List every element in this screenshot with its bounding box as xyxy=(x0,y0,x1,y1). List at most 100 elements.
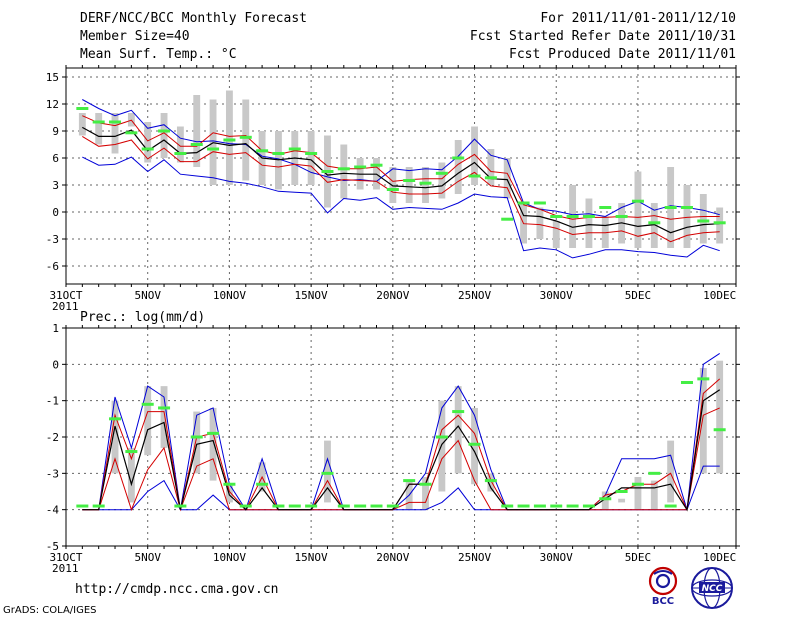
temp-range-box xyxy=(405,167,413,203)
temp-y-tick-label: 0 xyxy=(52,206,59,219)
temp-y-tick-label: -6 xyxy=(46,260,59,273)
prec-x-tick-label: 10NOV xyxy=(213,551,246,564)
prec-range-box xyxy=(144,386,152,456)
prec-range-box xyxy=(471,407,478,485)
prec-range-box xyxy=(618,498,626,503)
temp-line-max xyxy=(82,99,720,218)
temp-range-box xyxy=(225,90,233,185)
temp-range-box xyxy=(683,185,691,248)
bcc-logo-text: BCC xyxy=(652,596,674,606)
prec-range-box xyxy=(487,473,495,492)
prec-range-box xyxy=(422,476,429,510)
prec-panel-title: Prec.: log(mm/d) xyxy=(80,310,205,325)
temp-y-tick-label: 6 xyxy=(52,152,59,165)
ncc-logo: NCC xyxy=(691,567,733,609)
temp-range-box xyxy=(193,95,201,167)
temp-line-min xyxy=(82,156,720,259)
temp-y-tick-label: 15 xyxy=(46,71,59,84)
temp-line-mean xyxy=(82,126,720,234)
forecast-produced-label: Fcst Produced Date 2011/11/01 xyxy=(509,47,736,62)
temp-frame xyxy=(65,67,737,285)
prec-y-tick-label: -5 xyxy=(46,540,59,553)
prec-range-box xyxy=(324,440,331,503)
prec-y-tick-label: -2 xyxy=(46,431,59,444)
temp-line-lower xyxy=(82,135,720,243)
prec-range-box xyxy=(111,400,119,474)
prec-range-box xyxy=(209,407,217,481)
prec-x-tick-label: 30NOV xyxy=(540,551,573,564)
temp-range-box xyxy=(111,113,119,154)
prec-range-box xyxy=(634,476,642,510)
temp-range-box xyxy=(78,113,86,136)
temp-range-box xyxy=(699,194,707,244)
temp-range-box xyxy=(160,113,168,158)
forecast-period-label: For 2011/11/01-2011/12/10 xyxy=(540,11,736,26)
prec-line-lower xyxy=(82,407,720,512)
forecast-chart: -6 -3 0 3 6 9 12 15 31OCT 5NOV 10NOV 15NOV 20NOV 25NO… xyxy=(46,65,740,575)
temp-range-box xyxy=(585,198,593,248)
temp-x-tick-label: 5DEC xyxy=(625,289,652,302)
prec-range-box xyxy=(699,367,707,474)
prec-x-tick-label: 5NOV xyxy=(134,551,161,564)
grads-credit: GrADS: COLA/IGES xyxy=(3,605,97,616)
prec-x-tick-label: 10DEC xyxy=(703,551,736,564)
temp-y-tick-label: 9 xyxy=(52,125,59,138)
temp-y-tick-label: 3 xyxy=(52,179,59,192)
temp-y-tick-label: -3 xyxy=(46,233,59,246)
prec-range-box xyxy=(127,447,135,503)
temp-x-tick-label: 31OCT xyxy=(49,289,82,302)
temp-range-box xyxy=(503,158,511,199)
temp-range-box xyxy=(438,162,446,199)
temp-line-upper xyxy=(82,115,720,220)
temp-x-tick-label: 10DEC xyxy=(703,289,736,302)
temp-range-box xyxy=(340,144,348,199)
prec-range-box xyxy=(601,491,609,510)
prec-range-box xyxy=(160,386,168,448)
temp-x-year-label: 2011 xyxy=(52,300,79,313)
prec-y-tick-label: -4 xyxy=(46,504,60,517)
temp-range-box xyxy=(454,140,462,194)
prec-range-box xyxy=(193,411,201,474)
prec-range-box xyxy=(650,480,658,510)
prec-x-tick-label: 20NOV xyxy=(376,551,409,564)
prec-line-mean xyxy=(82,389,721,512)
temp-range-box xyxy=(634,171,642,248)
prec-x-year-label: 2011 xyxy=(52,562,79,575)
temp-y-tick-label: 12 xyxy=(46,98,59,111)
temp-range-box xyxy=(552,221,560,248)
temp-x-tick-label: 10NOV xyxy=(213,289,246,302)
temp-range-box xyxy=(487,149,495,185)
prec-x-tick-label: 31OCT xyxy=(49,551,82,564)
temp-x-tick-label: 20NOV xyxy=(376,289,409,302)
bcc-logo: BCC xyxy=(648,566,678,606)
temp-x-tick-label: 30NOV xyxy=(540,289,573,302)
temp-range-box xyxy=(422,167,429,203)
temp-range-box xyxy=(716,207,724,244)
temp-range-box xyxy=(176,126,184,163)
prec-line-max xyxy=(82,352,720,511)
temp-range-box xyxy=(307,131,315,185)
temp-range-box xyxy=(471,126,478,185)
temp-x-tick-label: 25NOV xyxy=(458,289,491,302)
prec-x-tick-label: 5DEC xyxy=(625,551,652,564)
prec-y-tick-label: -1 xyxy=(46,395,59,408)
variable-label: Mean Surf. Temp.: °C xyxy=(80,47,237,62)
prec-y-tick-label: 0 xyxy=(52,358,59,371)
prec-x-tick-label: 25NOV xyxy=(458,551,491,564)
member-size-label: Member Size=40 xyxy=(80,29,190,44)
temp-range-box xyxy=(389,167,397,203)
chart-title: DERF/NCC/BCC Monthly Forecast xyxy=(80,11,307,26)
temp-x-tick-label: 5NOV xyxy=(134,289,161,302)
temp-range-box xyxy=(650,203,658,248)
temp-panel: -6 -3 0 3 6 9 12 15 31OCT 5NOV 10NOV 15NOV 20NOV 25NO… xyxy=(46,65,740,313)
ncc-logo-text: NCC xyxy=(702,584,723,594)
temp-range-box xyxy=(144,122,152,163)
temp-range-box xyxy=(536,207,544,239)
prec-range-box xyxy=(454,386,462,474)
prec-y-tick-label: -3 xyxy=(46,467,59,480)
temp-x-tick-label: 15NOV xyxy=(295,289,328,302)
source-url[interactable]: http://cmdp.ncc.cma.gov.cn xyxy=(75,582,279,597)
prec-range-box xyxy=(716,360,724,474)
prec-panel: -5 -4 -3 -2 -1 0 1 31OCT 5NOV 10NOV 15NOV 20NOV 25NO… xyxy=(46,322,740,575)
temp-range-box xyxy=(95,113,103,145)
